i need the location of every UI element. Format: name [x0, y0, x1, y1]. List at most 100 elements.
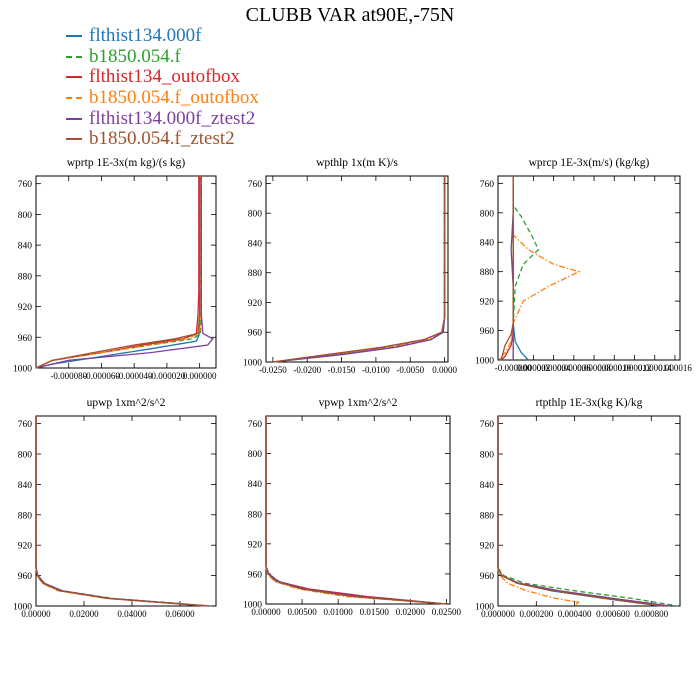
legend-label: b1850.054.f_ztest2: [89, 128, 235, 150]
y-tick-label: 760: [248, 420, 263, 430]
y-tick-label: 840: [248, 480, 263, 490]
chart-panel: wpthlp 1x(m K)/s7608008408809209601000-0…: [243, 157, 457, 375]
y-tick-label: 960: [18, 334, 33, 344]
legend-label: b1850.054.f: [89, 45, 181, 67]
series-line: [497, 416, 663, 607]
x-tick-label: 0.000010: [597, 363, 631, 373]
legend-swatch: [66, 138, 82, 141]
y-tick-label: 1000: [13, 365, 32, 375]
y-tick-label: 1000: [13, 603, 32, 613]
series-line: [272, 176, 446, 363]
chart-panel: wprcp 1E-3x(m/s) (kg/kg) 760 800 840 880 920 9…: [475, 157, 692, 373]
plot-frame: [35, 415, 217, 607]
legend-item: b1850.054.f_outofbox: [66, 87, 259, 109]
legend-swatch: [66, 55, 82, 58]
legend-label: b1850.054.f_outofbox: [89, 87, 259, 109]
x-tick-label: -0.0200: [293, 365, 321, 375]
y-tick-label: 1000: [475, 603, 494, 613]
x-tick-label: 0.00500: [287, 607, 317, 617]
y-tick-label: 1000: [243, 601, 262, 611]
y-tick-label: 880: [248, 510, 263, 520]
chart-title: vpwp 1xm^2/s^2: [319, 397, 398, 409]
plot-frame: [265, 415, 451, 605]
chart-title: rtpthlp 1E-3x(kg K)/kg: [536, 397, 643, 409]
series-line: [497, 416, 671, 607]
chart-panel: upwp 1xm^2/s^2 760 800 840 880 920 960 10000.00…: [13, 397, 217, 619]
x-tick-label: -0.0250: [259, 365, 287, 375]
series-line: [35, 416, 212, 607]
x-tick-label: 0.000800: [634, 609, 668, 619]
x-tick-label: 0.000200: [519, 609, 553, 619]
x-tick-label: 0.02500: [432, 607, 462, 617]
chart-panel: rtpthlp 1E-3x(kg K)/kg 760 800 840 880 920 960…: [475, 397, 681, 619]
series-line: [272, 176, 446, 363]
figure-title: CLUBB VAR at90E,-75N: [245, 4, 455, 26]
y-tick-label: 920: [248, 540, 263, 550]
series-line: [35, 416, 209, 607]
x-tick-label: 0.01000: [324, 607, 354, 617]
series-line: [35, 416, 209, 607]
x-tick-label: 0.000012: [618, 363, 652, 373]
x-tick-label: 0.00000: [251, 607, 281, 617]
x-tick-label: 0.000000: [183, 371, 217, 381]
series-line: [512, 176, 540, 360]
x-tick-label: 0.000008: [577, 363, 611, 373]
chart-title: wprtp 1E-3x(m kg)/(s kg): [67, 157, 186, 169]
y-tick-label: 800: [248, 450, 263, 460]
y-tick-label: 760: [480, 420, 495, 430]
legend-item: flthist134_outofbox: [66, 66, 259, 88]
y-tick-label: 840: [480, 481, 495, 491]
x-tick-label: 0.00000: [21, 609, 51, 619]
y-tick-label: 760: [248, 180, 263, 190]
series-line: [265, 416, 447, 605]
series-line: [265, 416, 447, 605]
series-line: [272, 176, 446, 363]
y-tick-label: 960: [480, 572, 495, 582]
x-tick-label: 0.000000: [481, 609, 515, 619]
legend-swatch: [66, 76, 82, 79]
y-tick-label: 1000: [475, 357, 494, 367]
y-tick-label: 760: [18, 420, 33, 430]
legend-item: flthist134.000f: [66, 25, 259, 47]
x-tick-label: 0.04000: [117, 609, 147, 619]
legend: flthist134.000f b1850.054.f flthist134_o…: [66, 25, 259, 150]
x-tick-label: -0.000000: [495, 363, 532, 373]
y-tick-label: 840: [480, 239, 495, 249]
x-tick-label: -0.0150: [328, 365, 356, 375]
x-tick-label: -0.000060: [83, 371, 120, 381]
chart-panel: vpwp 1xm^2/s^276080084088092096010000.00…: [243, 397, 462, 617]
y-tick-label: 760: [18, 180, 33, 190]
y-tick-label: 840: [18, 242, 33, 252]
y-tick-label: 800: [18, 211, 33, 221]
series-line: [272, 176, 446, 363]
x-tick-label: 0.000600: [596, 609, 630, 619]
y-tick-label: 960: [480, 327, 495, 337]
series-line: [35, 176, 201, 369]
series-line: [265, 416, 447, 605]
x-tick-label: 0.06000: [165, 609, 195, 619]
x-tick-label: 0.02000: [396, 607, 426, 617]
plot-frame: [497, 175, 681, 361]
x-tick-label: -0.0100: [362, 365, 390, 375]
legend-item: b1850.054.f_ztest2: [66, 128, 259, 150]
chart-title: wprcp 1E-3x(m/s) (kg/kg): [529, 157, 650, 169]
series-line: [265, 416, 447, 605]
series-line: [35, 416, 209, 607]
legend-swatch: [66, 97, 82, 100]
x-tick-label: -0.000040: [116, 371, 153, 381]
y-tick-label: 920: [18, 303, 33, 313]
legend-item: flthist134.000f_ztest2: [66, 108, 259, 129]
y-tick-label: 800: [248, 210, 263, 220]
series-line: [272, 176, 446, 363]
x-tick-label: 0.000014: [638, 363, 672, 373]
x-tick-label: -0.0050: [396, 365, 424, 375]
series-line: [500, 176, 514, 361]
y-tick-label: 880: [18, 272, 33, 282]
x-tick-label: 0.02000: [69, 609, 99, 619]
series-line: [497, 416, 661, 607]
legend-item: b1850.054.f: [66, 45, 259, 68]
legend-swatch: [66, 35, 82, 38]
series-line: [272, 176, 446, 363]
y-tick-label: 1000: [243, 359, 262, 369]
